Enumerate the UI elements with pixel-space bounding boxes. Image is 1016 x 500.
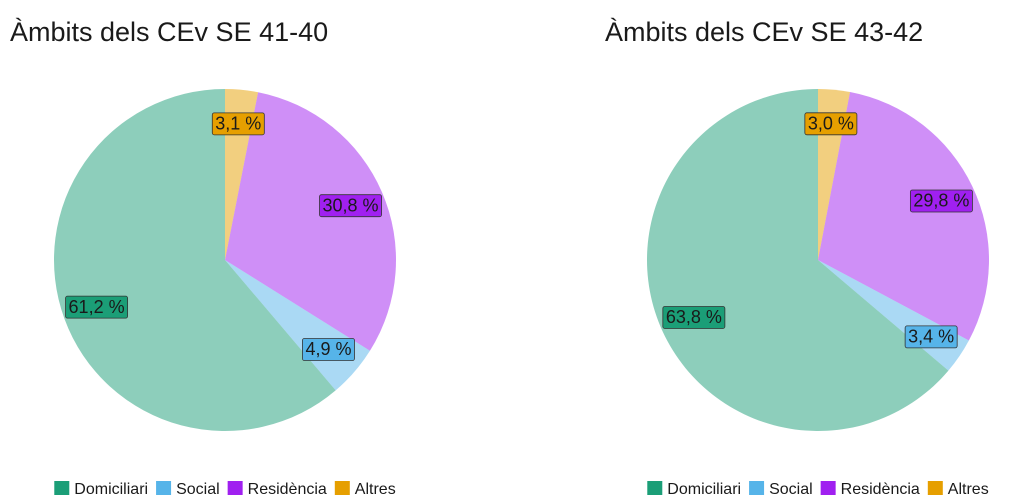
legend-swatch bbox=[334, 481, 350, 496]
chart-title: Àmbits dels CEv SE 41-40 bbox=[10, 17, 328, 47]
value-label-box bbox=[909, 189, 973, 213]
legend: Domiciliari Social Residència Altres bbox=[54, 481, 396, 498]
value-label-box bbox=[65, 295, 129, 319]
value-label: 3,4 % bbox=[908, 327, 954, 347]
legend-label: Altres bbox=[948, 481, 989, 495]
value-label-box bbox=[804, 112, 858, 136]
pie-slice bbox=[647, 89, 949, 431]
legend-label: Residència bbox=[248, 481, 327, 495]
value-label: 29,8 % bbox=[913, 191, 969, 211]
pie-slice bbox=[54, 89, 336, 431]
value-label: 61,2 % bbox=[69, 297, 125, 317]
value-label: 30,8 % bbox=[323, 195, 379, 215]
legend-label: Social bbox=[176, 481, 220, 495]
legend-swatch bbox=[647, 481, 663, 496]
legend-swatch bbox=[927, 481, 943, 496]
legend-swatch bbox=[820, 481, 836, 496]
legend-label: Residència bbox=[841, 481, 920, 495]
value-label-box bbox=[319, 194, 382, 218]
value-label-box bbox=[211, 112, 265, 136]
legend-label: Domiciliari bbox=[667, 481, 741, 495]
legend-label: Social bbox=[769, 481, 813, 495]
value-label-box bbox=[904, 325, 958, 349]
legend-swatch bbox=[54, 481, 70, 496]
legend-label: Domiciliari bbox=[74, 481, 148, 495]
legend: Domiciliari Social Residència Altres bbox=[647, 481, 989, 498]
pie-slice bbox=[818, 92, 989, 341]
value-label: 3,1 % bbox=[215, 114, 261, 134]
value-label: 4,9 % bbox=[305, 339, 351, 359]
chart-title: Àmbits dels CEv SE 43-42 bbox=[605, 17, 923, 47]
legend-swatch bbox=[156, 481, 172, 496]
value-label: 63,8 % bbox=[666, 307, 722, 327]
pie-slice bbox=[225, 92, 396, 351]
value-label: 3,0 % bbox=[808, 114, 854, 134]
legend-swatch bbox=[749, 481, 765, 496]
legend-swatch bbox=[227, 481, 243, 496]
value-label-box bbox=[662, 306, 726, 329]
legend-label: Altres bbox=[355, 481, 396, 495]
value-label-box bbox=[302, 338, 355, 361]
